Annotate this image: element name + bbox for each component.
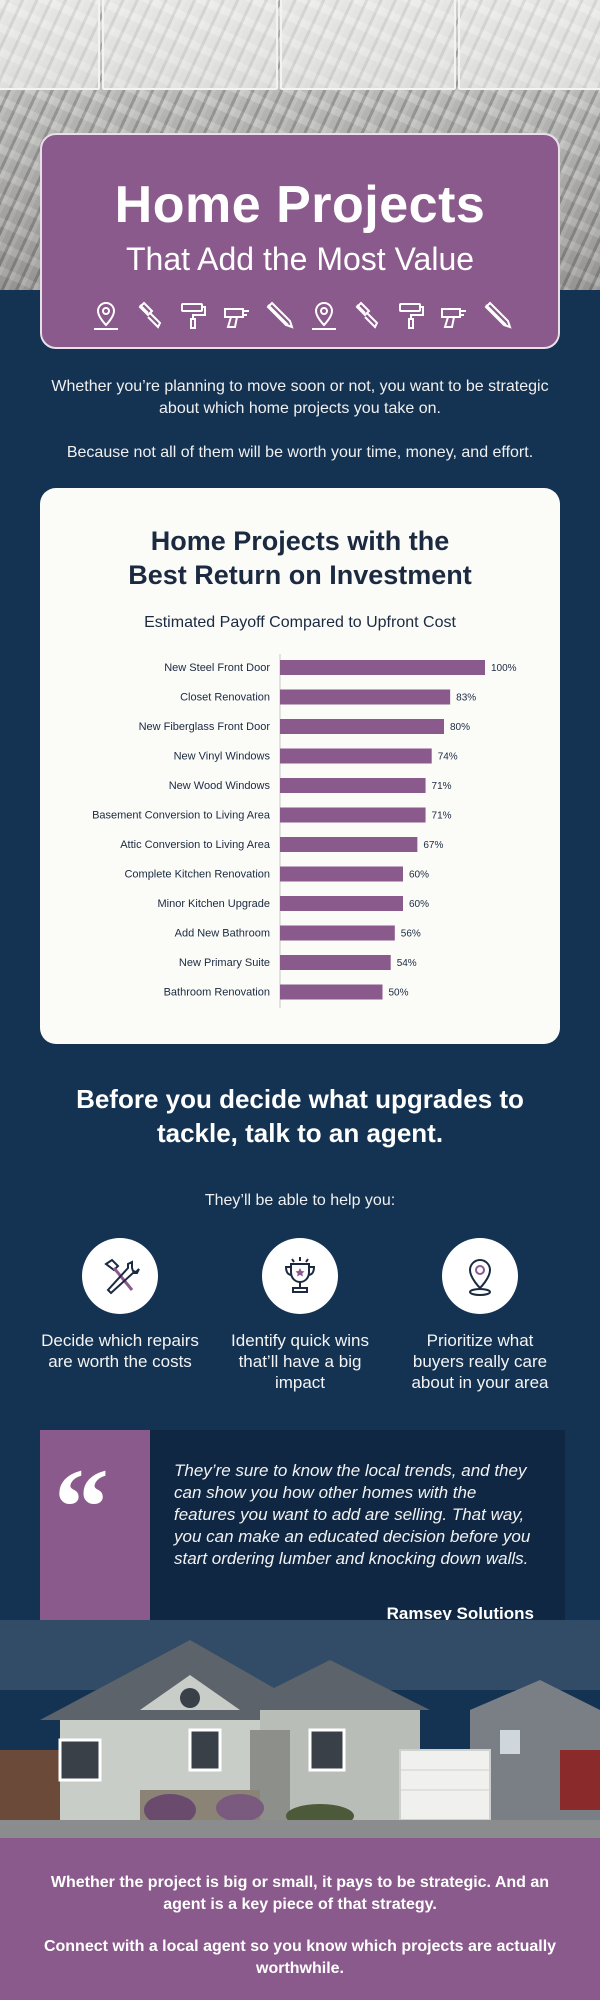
value-label: 74%	[438, 752, 458, 763]
category-label: Attic Conversion to Living Area	[120, 839, 271, 851]
benefit-item: Decide which repairs are worth the costs	[40, 1238, 200, 1372]
location-pin-icon	[94, 301, 118, 330]
map-pin-icon	[468, 1258, 492, 1296]
house-illustration	[0, 1620, 600, 1838]
intro-paragraph-2: Because not all of them will be worth yo…	[66, 444, 534, 461]
value-label: 67%	[423, 840, 443, 851]
bar	[280, 866, 403, 882]
bar	[280, 925, 395, 941]
benefit-label: Prioritize what buyers really care about…	[411, 1331, 549, 1392]
paint-roller-icon	[398, 303, 424, 329]
value-label: 60%	[409, 870, 429, 881]
benefit-icon-circle	[82, 1238, 158, 1314]
footer-paragraph-2: Connect with a local agent so you know w…	[43, 1938, 557, 1977]
paint-roller-icon	[181, 303, 207, 329]
chart-title-line-2: Best Return on Investment	[128, 560, 472, 590]
category-label: Minor Kitchen Upgrade	[157, 898, 270, 910]
drill-icon	[223, 308, 249, 328]
intro-text: Whether you’re planning to move soon or …	[40, 376, 560, 464]
footer-paragraph-1: Whether the project is big or small, it …	[50, 1874, 550, 1913]
title-card: Home Projects That Add the Most Value	[40, 133, 560, 349]
intro-paragraph-1: Whether you’re planning to move soon or …	[51, 378, 549, 417]
category-label: New Steel Front Door	[164, 662, 270, 674]
chart-card: Home Projects with the Best Return on In…	[40, 488, 560, 1044]
hand-saw-icon	[484, 301, 512, 329]
value-label: 71%	[432, 811, 452, 822]
wall-tiles	[0, 0, 600, 100]
value-label: 56%	[401, 929, 421, 940]
benefit-item: Identify quick wins that’ll have a big i…	[220, 1238, 380, 1393]
bar	[280, 660, 485, 675]
bar	[280, 719, 444, 734]
agent-subheading: They’ll be able to help you:	[204, 1192, 396, 1209]
value-label: 54%	[397, 958, 417, 969]
benefit-icon-circle	[262, 1238, 338, 1314]
agent-heading: Before you decide what upgrades to tackl…	[76, 1084, 524, 1148]
drill-icon	[441, 308, 467, 328]
bar	[280, 837, 418, 852]
category-label: Add New Bathroom	[175, 928, 270, 940]
trophy-icon	[284, 1257, 316, 1293]
benefit-label: Identify quick wins that’ll have a big i…	[231, 1331, 369, 1392]
value-label: 100%	[491, 663, 517, 674]
category-label: Complete Kitchen Renovation	[124, 869, 270, 881]
location-pin-icon	[311, 301, 336, 330]
quote-text: They’re sure to know the local trends, a…	[174, 1461, 531, 1568]
category-label: New Primary Suite	[179, 957, 270, 969]
quote-mark-icon: “	[54, 1446, 109, 1568]
bar	[280, 955, 391, 970]
paint-brush-icon	[355, 301, 379, 329]
benefit-label: Decide which repairs are worth the costs	[41, 1331, 199, 1371]
value-label: 50%	[389, 988, 409, 999]
category-label: Bathroom Renovation	[164, 987, 270, 999]
category-label: Basement Conversion to Living Area	[92, 810, 271, 822]
tool-icon-row	[90, 295, 514, 335]
page-subtitle: That Add the Most Value	[125, 241, 475, 277]
chart-subtitle: Estimated Payoff Compared to Upfront Cos…	[144, 614, 456, 631]
bar	[280, 984, 383, 1000]
category-label: Closet Renovation	[180, 692, 270, 704]
bar	[280, 748, 432, 764]
hand-saw-icon	[266, 301, 294, 329]
paint-brush-icon	[138, 301, 161, 329]
quote-author: Ramsey Solutions	[386, 1604, 534, 1623]
benefit-icon-circle	[442, 1238, 518, 1314]
category-label: New Vinyl Windows	[174, 751, 271, 763]
value-label: 80%	[450, 722, 470, 733]
category-label: New Wood Windows	[169, 780, 271, 792]
category-label: New Fiberglass Front Door	[139, 721, 271, 733]
chart-title: Home Projects with the Best Return on In…	[40, 524, 560, 592]
bar	[280, 807, 426, 823]
chart-title-line-1: Home Projects with the	[150, 526, 450, 556]
value-label: 83%	[456, 693, 476, 704]
hammer-wrench-icon	[104, 1258, 140, 1295]
bar	[280, 778, 426, 793]
footer: Whether the project is big or small, it …	[0, 1838, 600, 2000]
page-title: Home Projects	[114, 176, 486, 234]
roi-bar-chart: New Steel Front Door 100% Closet Renovatio…	[92, 654, 517, 1008]
value-label: 71%	[432, 781, 452, 792]
bar	[280, 896, 403, 911]
bar	[280, 689, 451, 705]
benefit-item: Prioritize what buyers really care about…	[400, 1238, 560, 1393]
value-label: 60%	[409, 899, 429, 910]
